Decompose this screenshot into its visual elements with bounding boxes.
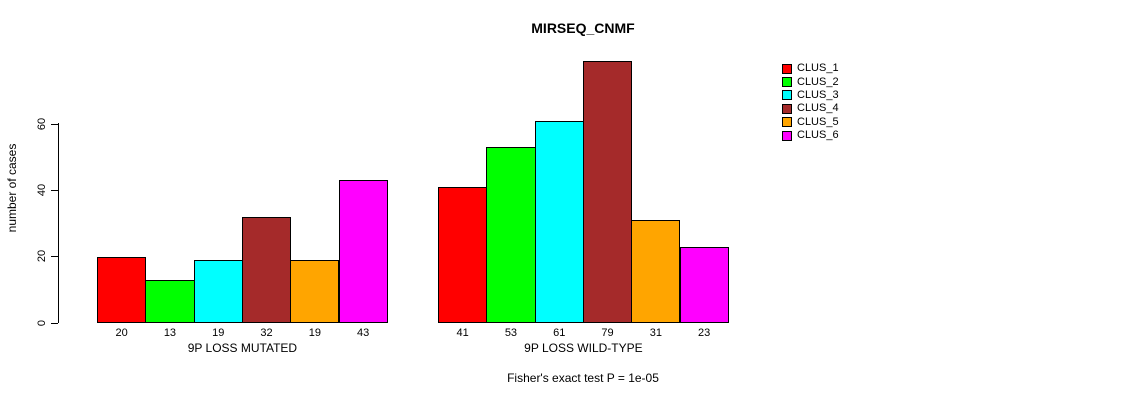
y-axis-line <box>58 123 59 323</box>
bar-value-label: 43 <box>357 327 370 339</box>
bar-value-label: 31 <box>649 327 662 339</box>
legend-label: CLUS_6 <box>797 129 839 142</box>
bar-value-label: 61 <box>553 327 566 339</box>
legend-item: CLUS_6 <box>782 129 839 142</box>
y-tick-mark <box>51 189 58 191</box>
bar-value-label: 23 <box>698 327 711 339</box>
legend-item: CLUS_2 <box>782 75 839 88</box>
legend-swatch <box>782 90 792 101</box>
bar <box>631 220 681 323</box>
bar-value-label: 20 <box>115 327 128 339</box>
y-tick-label: 60 <box>36 117 48 130</box>
bar <box>438 187 488 323</box>
y-tick-mark <box>51 123 58 125</box>
group-label: 9P LOSS WILD-TYPE <box>524 341 643 355</box>
group-label: 9P LOSS MUTATED <box>187 341 298 355</box>
bar <box>534 120 584 323</box>
legend-label: CLUS_5 <box>797 115 839 128</box>
bar-value-label: 79 <box>601 327 614 339</box>
legend-label: CLUS_3 <box>797 88 839 101</box>
bar-value-label: 41 <box>456 327 469 339</box>
bar-value-label: 32 <box>260 327 273 339</box>
bar <box>241 216 292 323</box>
legend-item: CLUS_3 <box>782 89 839 102</box>
bar <box>486 147 536 323</box>
legend-label: CLUS_1 <box>797 62 839 75</box>
bar <box>338 180 388 323</box>
legend-item: CLUS_5 <box>782 116 839 129</box>
y-tick-mark <box>51 322 58 324</box>
bar <box>97 256 147 323</box>
bar-value-label: 13 <box>163 327 177 339</box>
legend-swatch <box>782 103 792 114</box>
bar-value-label: 19 <box>212 327 225 339</box>
bar <box>582 61 633 323</box>
legend-item: CLUS_4 <box>782 102 839 115</box>
bar <box>290 260 340 323</box>
y-tick-label: 20 <box>36 250 48 263</box>
legend-label: CLUS_2 <box>797 75 839 88</box>
legend-swatch <box>782 63 792 74</box>
legend-swatch <box>782 117 792 128</box>
legend-swatch <box>782 77 792 88</box>
bar <box>193 260 243 323</box>
y-tick-label: 40 <box>36 183 48 196</box>
bar <box>679 246 729 323</box>
bar-value-label: 19 <box>308 327 321 339</box>
y-tick-mark <box>51 256 58 258</box>
footnote: Fisher's exact test P = 1e-05 <box>507 371 659 385</box>
bar <box>145 279 195 323</box>
y-axis-label: number of cases <box>5 143 19 233</box>
legend-label: CLUS_4 <box>797 102 839 115</box>
bar-value-label: 53 <box>504 327 518 339</box>
chart-title: MIRSEQ_CNMF <box>531 20 635 36</box>
y-tick-label: 0 <box>36 319 48 326</box>
legend: CLUS_1 CLUS_2 CLUS_3 CLUS_4 CLUS_5 CLUS_6 <box>782 62 839 142</box>
legend-swatch <box>782 130 792 141</box>
legend-item: CLUS_1 <box>782 62 839 75</box>
